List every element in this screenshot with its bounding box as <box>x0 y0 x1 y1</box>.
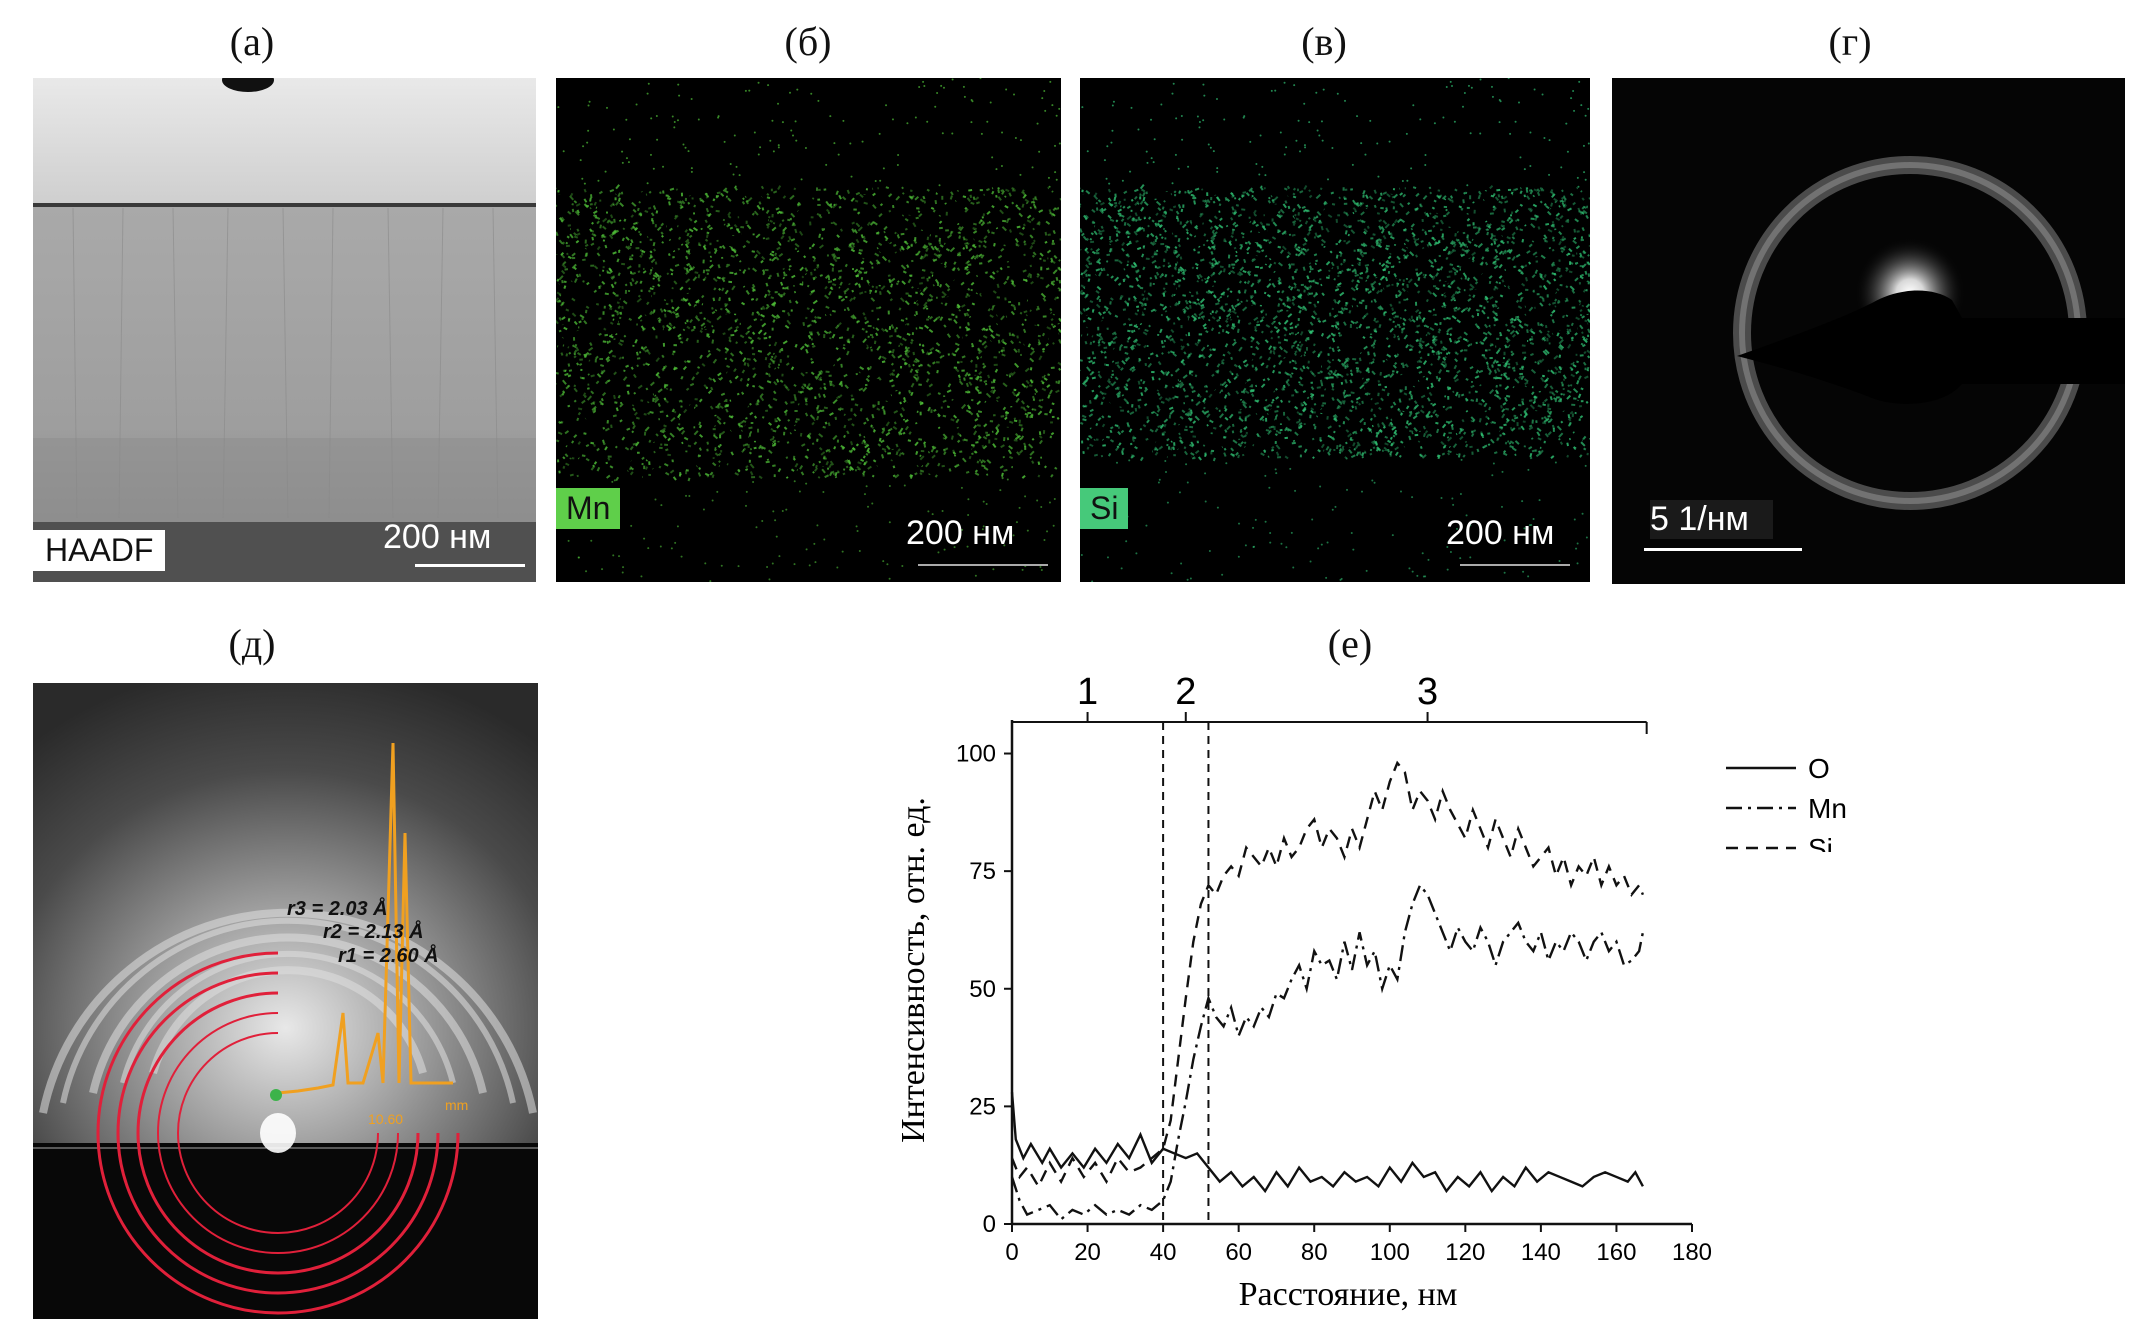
legend-label-mn: Mn <box>1808 793 1847 824</box>
panel-label-b: (б) <box>784 19 832 64</box>
diffraction-image: 5 1/нм <box>1612 78 2125 584</box>
chart-legend: O Mn Si <box>1720 752 1880 864</box>
panel-label-c: (в) <box>1301 19 1347 64</box>
x-tick-label: 40 <box>1150 1239 1177 1266</box>
haadf-badge: HAADF <box>33 530 166 571</box>
region-label: 2 <box>1175 671 1196 713</box>
scale-label-d: 5 1/нм <box>1650 500 1773 539</box>
scale-label-b: 200 нм <box>906 514 1015 552</box>
scale-bar-c <box>1460 564 1570 566</box>
mn-badge: Mn <box>556 488 621 529</box>
si-map-graphic <box>1080 78 1590 582</box>
haadf-image: HAADF 200 нм <box>33 78 536 582</box>
region-label: 1 <box>1077 671 1098 713</box>
x-tick-label: 20 <box>1074 1239 1101 1266</box>
y-tick-label: 50 <box>969 976 996 1003</box>
profile-tick-label: 10.60 <box>368 1111 404 1127</box>
series-line-o <box>1010 1092 1644 1194</box>
x-tick-label: 100 <box>1370 1239 1410 1266</box>
panel-label-f: (е) <box>1327 621 1373 666</box>
diffraction-graphic <box>1733 156 2125 510</box>
x-tick-label: 0 <box>1005 1239 1018 1266</box>
mn-map-graphic <box>556 78 1061 582</box>
saed-graphic <box>33 683 538 1319</box>
scale-label-c: 200 нм <box>1446 514 1555 552</box>
legend-label-o: O <box>1808 753 1830 784</box>
intensity-profile-chart: 0 20 40 60 80 100 120 140 160 180 0 25 50 75 100 1 2 3 Ин… <box>895 671 1712 1313</box>
scale-bar-a <box>415 564 525 567</box>
y-tick-label: 100 <box>956 741 996 768</box>
panel-label-a: (а) <box>229 19 275 64</box>
chart-ylabel: Интенсивность, отн. ед. <box>895 797 932 1143</box>
r2-label: r2 = 2.13 Å <box>323 921 424 943</box>
legend-graphic: O Mn Si <box>1726 753 1847 864</box>
scale-bar-b <box>918 564 1048 566</box>
region-label: 3 <box>1417 671 1438 713</box>
y-tick-label: 25 <box>969 1093 996 1120</box>
r1-label: r1 = 2.60 Å <box>338 945 439 967</box>
x-tick-label: 180 <box>1672 1239 1712 1266</box>
profile-unit-label: mm <box>445 1097 469 1113</box>
si-badge: Si <box>1080 488 1129 529</box>
r3-label: r3 = 2.03 Å <box>287 898 388 920</box>
scale-bar-d <box>1644 548 1802 551</box>
mn-map-image: Mn 200 нм <box>556 78 1061 582</box>
x-tick-label: 120 <box>1445 1239 1485 1266</box>
haadf-image-graphic <box>33 78 536 582</box>
saed-profile-image: r3 = 2.03 Å r2 = 2.13 Å r1 = 2.60 Å 10.6… <box>33 683 538 1319</box>
x-tick-label: 160 <box>1596 1239 1636 1266</box>
panel-label-d: (г) <box>1828 19 1872 64</box>
y-tick-label: 0 <box>983 1211 996 1238</box>
scale-label-a: 200 нм <box>383 518 492 556</box>
x-tick-label: 60 <box>1225 1239 1252 1266</box>
si-map-image: Si 200 нм <box>1080 78 1590 582</box>
chart-xlabel: Расстояние, нм <box>1239 1276 1458 1313</box>
panel-label-e: (д) <box>228 621 276 666</box>
series-line-si <box>1010 760 1645 1189</box>
x-tick-label: 140 <box>1521 1239 1561 1266</box>
legend-label-si: Si <box>1808 833 1833 852</box>
x-tick-label: 80 <box>1301 1239 1328 1266</box>
series-line-mn <box>1010 882 1645 1221</box>
y-tick-label: 75 <box>969 858 996 885</box>
